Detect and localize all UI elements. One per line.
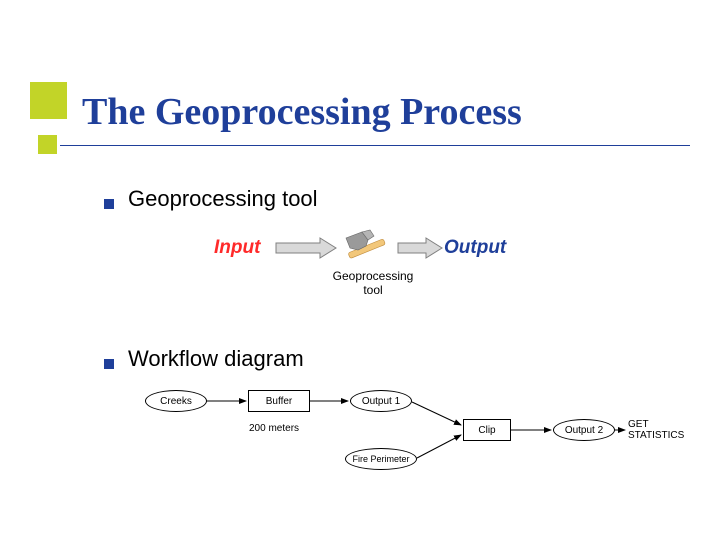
- wf-getstats-line2: STATISTICS: [628, 430, 684, 441]
- accent-box-1: [30, 82, 67, 119]
- bullet-text-2: Workflow diagram: [128, 346, 304, 372]
- wf-text-meters: 200 meters: [249, 423, 299, 434]
- io-caption: Geoprocessing tool: [328, 270, 418, 298]
- wf-label-clip: Clip: [478, 425, 495, 436]
- bullet-square-2: [104, 359, 114, 369]
- wf-node-creeks: Creeks: [145, 390, 207, 412]
- wf-node-buffer: Buffer: [248, 390, 310, 412]
- wf-text-getstats: GET STATISTICS: [628, 419, 684, 441]
- io-input-label: Input: [214, 237, 260, 259]
- title-rule: [60, 145, 690, 146]
- accent-box-2: [38, 135, 57, 154]
- wf-label-creeks: Creeks: [160, 396, 192, 407]
- wf-label-out2: Output 2: [565, 425, 603, 436]
- bullet-text-1: Geoprocessing tool: [128, 186, 318, 212]
- io-arrow-left: [276, 238, 336, 258]
- wf-label-buffer: Buffer: [266, 396, 293, 407]
- wf-node-fire: Fire Perimeter: [345, 448, 417, 470]
- hammer-icon: [346, 230, 385, 259]
- bullet-square-1: [104, 199, 114, 209]
- wf-node-out1: Output 1: [350, 390, 412, 412]
- wf-node-clip: Clip: [463, 419, 511, 441]
- io-output-label: Output: [444, 237, 506, 259]
- wf-label-out1: Output 1: [362, 396, 400, 407]
- wf-getstats-line1: GET: [628, 419, 649, 430]
- wf-node-out2: Output 2: [553, 419, 615, 441]
- wf-label-fire: Fire Perimeter: [352, 454, 409, 464]
- io-arrow-right: [398, 238, 442, 258]
- page-title: The Geoprocessing Process: [82, 90, 522, 134]
